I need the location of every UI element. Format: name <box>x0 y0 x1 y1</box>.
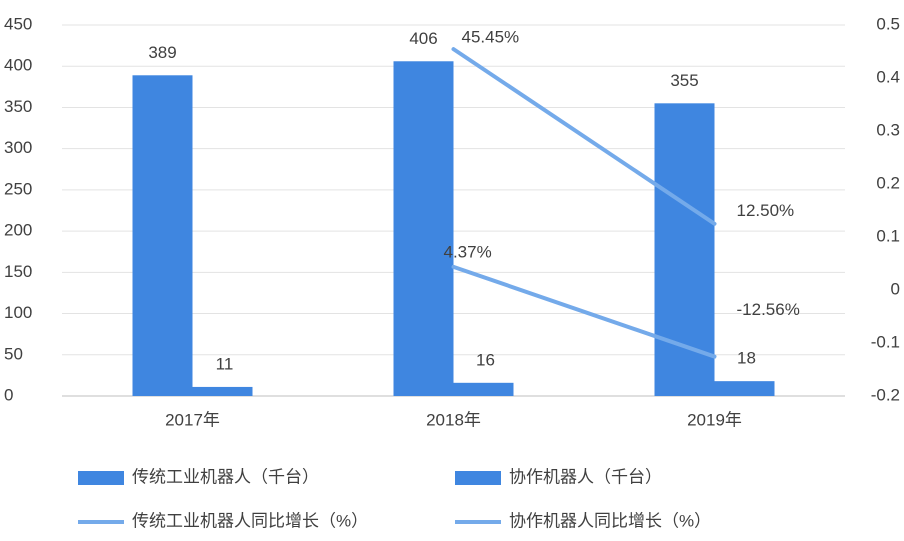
line-label: 12.50% <box>737 201 795 220</box>
y-tick-label: 100 <box>4 303 32 322</box>
bar-label: 11 <box>216 354 234 373</box>
y-tick-label: 250 <box>4 179 32 198</box>
y2-tick-label: 0.5 <box>876 14 900 33</box>
legend-label: 协作机器人（千台） <box>509 467 662 486</box>
y2-tick-label: -0.2 <box>871 385 900 404</box>
bar <box>453 382 514 396</box>
bar-label: 389 <box>148 43 176 62</box>
y-tick-label: 400 <box>4 56 32 75</box>
y2-tick-label: 0 <box>891 279 900 298</box>
x-tick-label: 2018年 <box>426 410 481 429</box>
y2-tick-label: 0.4 <box>876 67 900 86</box>
bar <box>192 386 253 396</box>
y2-tick-label: -0.1 <box>871 332 900 351</box>
bar-label: 18 <box>737 349 756 368</box>
y-tick-label: 0 <box>4 385 13 404</box>
line <box>451 47 717 226</box>
y-tick-label: 350 <box>4 97 32 116</box>
line-label: 4.37% <box>444 242 492 261</box>
bar <box>393 61 454 397</box>
x-tick-label: 2019年 <box>687 410 742 429</box>
legend-label: 传统工业机器人（千台） <box>132 467 319 486</box>
x-tick-label: 2017年 <box>165 410 220 429</box>
y-tick-label: 150 <box>4 262 32 281</box>
y2-tick-label: 0.2 <box>876 173 900 192</box>
bar-label: 16 <box>476 350 495 369</box>
legend-swatch <box>78 471 124 485</box>
y-tick-label: 50 <box>4 344 23 363</box>
legend-label: 传统工业机器人同比增长（%） <box>132 511 368 530</box>
bar-label: 406 <box>409 29 437 48</box>
line-label: 45.45% <box>462 28 520 47</box>
line-label: -12.56% <box>737 300 800 319</box>
y2-tick-label: 0.1 <box>876 226 900 245</box>
y-tick-label: 300 <box>4 138 32 157</box>
legend-label: 协作机器人同比增长（%） <box>509 511 711 530</box>
y-tick-label: 450 <box>4 14 32 33</box>
legend-swatch <box>455 471 501 485</box>
line <box>451 264 717 359</box>
y2-tick-label: 0.3 <box>876 120 900 139</box>
bar <box>132 75 193 397</box>
bar-label: 355 <box>670 71 698 90</box>
y-tick-label: 200 <box>4 221 32 240</box>
bar <box>714 381 775 396</box>
